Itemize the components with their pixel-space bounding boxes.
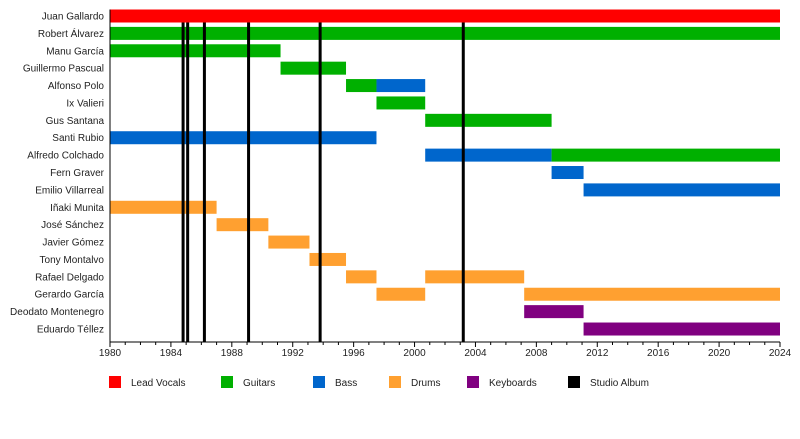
- legend-swatch-bass: [313, 376, 325, 388]
- x-tick-label: 2000: [403, 348, 426, 359]
- x-tick-label: 1984: [160, 348, 183, 359]
- member-label: Eduardo Téllez: [37, 325, 104, 336]
- member-label: Juan Gallardo: [42, 12, 105, 23]
- member-bar-keys: [583, 322, 780, 336]
- member-label: Guillermo Pascual: [23, 64, 104, 75]
- member-bar-guitars: [110, 26, 780, 40]
- member-label: Fern Graver: [50, 168, 105, 179]
- x-tick-label: 1992: [282, 348, 305, 359]
- member-bar-drums: [110, 200, 217, 214]
- member-bar-keys: [524, 305, 584, 319]
- legend-swatch-guitars: [221, 376, 233, 388]
- legend-swatch-vocals: [109, 376, 121, 388]
- member-label: Rafael Delgado: [35, 272, 104, 283]
- member-label: Iñaki Munita: [50, 203, 104, 214]
- member-bar-guitars: [376, 96, 426, 110]
- member-label: Alfredo Colchado: [27, 151, 104, 162]
- member-label: Deodato Montenegro: [10, 307, 104, 318]
- x-tick-label: 1980: [99, 348, 122, 359]
- x-tick-label: 2024: [769, 348, 792, 359]
- member-label: Javier Gómez: [42, 238, 104, 249]
- x-tick-label: 1996: [343, 348, 366, 359]
- member-label: Robert Álvarez: [38, 27, 104, 40]
- member-bar-drums: [268, 235, 310, 249]
- legend-label-guitars: Guitars: [243, 378, 275, 389]
- member-label: Santi Rubio: [52, 133, 104, 144]
- member-label: Alfonso Polo: [48, 81, 105, 92]
- legend-label-bass: Bass: [335, 378, 357, 389]
- member-bar-guitars: [551, 148, 780, 162]
- member-bar-bass: [110, 131, 377, 145]
- member-bar-drums: [524, 287, 780, 301]
- member-bar-guitars: [110, 44, 281, 58]
- member-label: Ix Valieri: [66, 98, 104, 109]
- member-bar-bass: [425, 148, 552, 162]
- x-tick-label: 1988: [221, 348, 244, 359]
- member-bar-guitars: [280, 61, 347, 75]
- member-bar-bass: [551, 166, 584, 180]
- legend-label-keys: Keyboards: [489, 378, 537, 389]
- member-bar-drums: [346, 270, 377, 284]
- x-tick-label: 2004: [464, 348, 487, 359]
- member-bar-guitars: [346, 79, 377, 93]
- legend-swatch-drums: [389, 376, 401, 388]
- legend-label-drums: Drums: [411, 378, 440, 389]
- member-label: Manu García: [46, 46, 104, 57]
- member-label: Gerardo García: [35, 290, 105, 301]
- legend-swatch-album: [568, 376, 580, 388]
- member-bar-guitars: [425, 113, 552, 127]
- member-bar-bass: [583, 183, 780, 197]
- legend-label-album: Studio Album: [590, 378, 649, 389]
- legend-label-vocals: Lead Vocals: [131, 378, 186, 389]
- x-tick-label: 2012: [586, 348, 609, 359]
- member-label: Gus Santana: [46, 116, 105, 127]
- member-bar-drums: [425, 270, 525, 284]
- member-bar-drums: [216, 218, 269, 232]
- x-tick-label: 2016: [647, 348, 670, 359]
- member-label: Tony Montalvo: [40, 255, 105, 266]
- member-label: Emilio Villarreal: [35, 185, 104, 196]
- member-label: José Sánchez: [41, 220, 104, 231]
- legend-swatch-keys: [467, 376, 479, 388]
- member-bar-vocals: [110, 9, 780, 23]
- member-bar-drums: [376, 287, 426, 301]
- member-bar-bass: [376, 79, 426, 93]
- x-tick-label: 2008: [525, 348, 548, 359]
- x-tick-label: 2020: [708, 348, 731, 359]
- member-bar-drums: [309, 252, 347, 266]
